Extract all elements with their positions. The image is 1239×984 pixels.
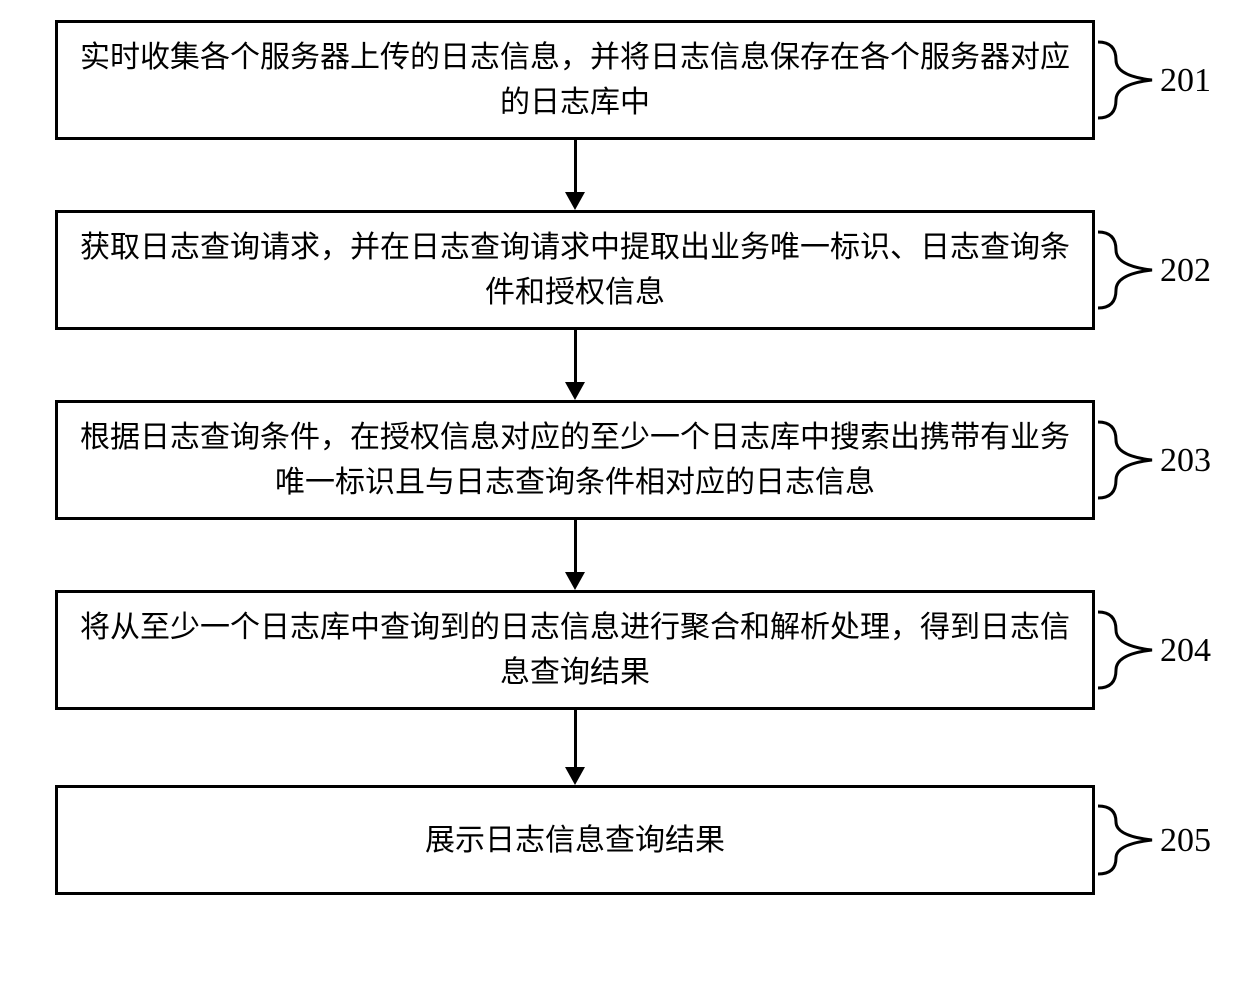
step-label-201: 201 (1160, 62, 1211, 100)
arrow-line (574, 710, 577, 767)
step-box-201: 实时收集各个服务器上传的日志信息，并将日志信息保存在各个服务器对应的日志库中 (55, 20, 1095, 140)
step-text: 根据日志查询条件，在授权信息对应的至少一个日志库中搜索出携带有业务唯一标识且与日… (78, 415, 1072, 505)
step-box-203: 根据日志查询条件，在授权信息对应的至少一个日志库中搜索出携带有业务唯一标识且与日… (55, 400, 1095, 520)
step-text: 实时收集各个服务器上传的日志信息，并将日志信息保存在各个服务器对应的日志库中 (78, 35, 1072, 125)
arrow-head-icon (565, 382, 585, 400)
step-box-204: 将从至少一个日志库中查询到的日志信息进行聚合和解析处理，得到日志信息查询结果 (55, 590, 1095, 710)
arrow-head-icon (565, 192, 585, 210)
arrow-line (574, 520, 577, 572)
flowchart-canvas: 实时收集各个服务器上传的日志信息，并将日志信息保存在各个服务器对应的日志库中 20… (0, 0, 1239, 984)
step-brace (1096, 230, 1156, 310)
step-label-204: 204 (1160, 632, 1211, 670)
step-brace (1096, 610, 1156, 690)
step-brace (1096, 420, 1156, 500)
arrow-head-icon (565, 767, 585, 785)
step-box-205: 展示日志信息查询结果 (55, 785, 1095, 895)
arrow-head-icon (565, 572, 585, 590)
step-text: 将从至少一个日志库中查询到的日志信息进行聚合和解析处理，得到日志信息查询结果 (78, 605, 1072, 695)
arrow-line (574, 330, 577, 382)
step-label-202: 202 (1160, 252, 1211, 290)
step-box-202: 获取日志查询请求，并在日志查询请求中提取出业务唯一标识、日志查询条件和授权信息 (55, 210, 1095, 330)
step-label-205: 205 (1160, 822, 1211, 860)
step-label-203: 203 (1160, 442, 1211, 480)
arrow-line (574, 140, 577, 192)
step-text: 展示日志信息查询结果 (425, 818, 725, 863)
step-brace (1096, 804, 1156, 876)
step-text: 获取日志查询请求，并在日志查询请求中提取出业务唯一标识、日志查询条件和授权信息 (78, 225, 1072, 315)
step-brace (1096, 40, 1156, 120)
